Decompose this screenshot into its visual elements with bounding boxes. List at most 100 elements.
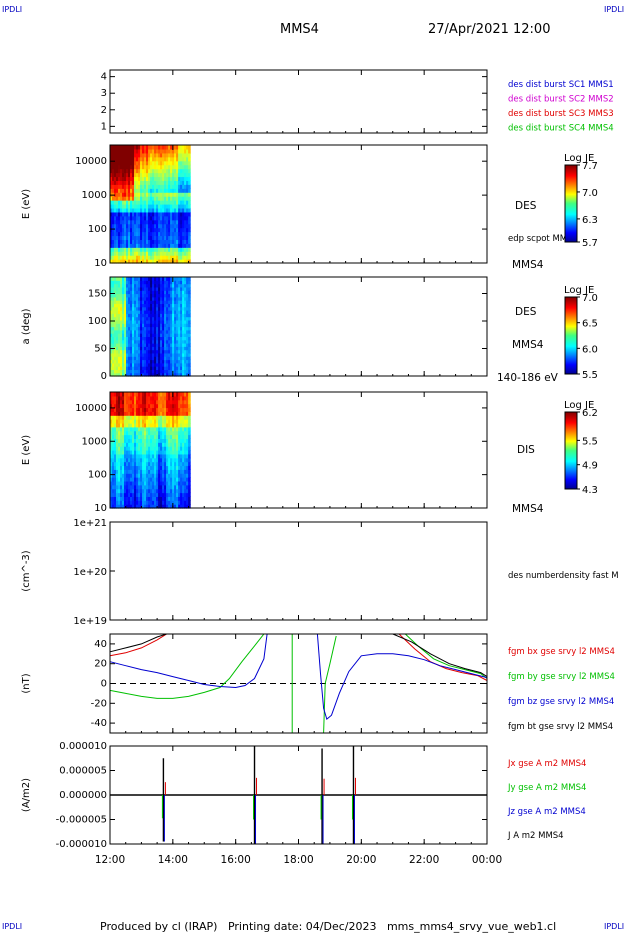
heatmap-cell <box>170 392 173 397</box>
heatmap-cell <box>186 231 189 237</box>
heatmap-cell <box>160 366 163 370</box>
heatmap-cell <box>140 369 143 374</box>
heatmap-cell <box>134 356 137 361</box>
heatmap-cell <box>178 192 181 197</box>
heatmap-cell <box>142 168 145 174</box>
heatmap-cell <box>154 251 157 256</box>
heatmap-cell <box>182 349 185 354</box>
heatmap-cell <box>124 251 127 256</box>
heatmap-cell <box>136 395 139 401</box>
heatmap-cell <box>162 219 165 225</box>
heatmap-cell <box>114 160 117 166</box>
heatmap-cell <box>120 346 123 351</box>
heatmap-cell <box>166 168 169 174</box>
heatmap-cell <box>178 176 181 181</box>
heatmap-cell <box>138 359 141 364</box>
heatmap-cell <box>144 310 147 314</box>
heatmap-cell <box>150 283 153 288</box>
heatmap-cell <box>140 352 143 357</box>
heatmap-cell <box>116 192 119 197</box>
heatmap-cell <box>158 160 161 166</box>
heatmap-cell <box>186 243 189 248</box>
heatmap-cell <box>160 160 163 166</box>
heatmap-cell <box>146 286 149 291</box>
heatmap-cell <box>152 259 155 264</box>
heatmap-cell <box>160 219 163 225</box>
heatmap-cell <box>150 461 153 467</box>
heatmap-cell <box>180 323 183 328</box>
heatmap-cell <box>120 313 123 318</box>
heatmap-cell <box>156 450 159 455</box>
heatmap-cell <box>186 343 189 347</box>
heatmap-cell <box>134 152 137 158</box>
heatmap-cell <box>156 496 159 501</box>
heatmap-cell <box>144 457 147 463</box>
heatmap-cell <box>182 277 185 281</box>
heatmap-cell <box>134 349 137 354</box>
heatmap-cell <box>132 303 135 308</box>
heatmap-cell <box>134 196 137 201</box>
heatmap-cell <box>118 477 121 482</box>
heatmap-cell <box>146 419 149 424</box>
heatmap-cell <box>128 188 131 193</box>
heatmap-cell <box>166 484 169 490</box>
heatmap-cell <box>150 469 153 474</box>
heatmap-cell <box>128 372 131 377</box>
heatmap-cell <box>142 247 145 252</box>
heatmap-cell <box>122 306 125 311</box>
heatmap-cell <box>158 168 161 174</box>
heatmap-cell <box>116 319 119 324</box>
heatmap-cell <box>168 231 171 237</box>
heatmap-cell <box>166 180 169 185</box>
heatmap-cell <box>136 465 139 470</box>
heatmap-cell <box>176 426 179 432</box>
heatmap-cell <box>180 277 183 281</box>
heatmap-cell <box>178 477 181 482</box>
heatmap-cell <box>182 319 185 324</box>
heatmap-cell <box>184 349 187 354</box>
heatmap-cell <box>152 473 155 478</box>
heatmap-cell <box>188 215 191 221</box>
heatmap-cell <box>112 438 115 443</box>
heatmap-cell <box>144 403 147 409</box>
heatmap-cell <box>158 188 161 193</box>
heatmap-cell <box>184 496 187 501</box>
heatmap-cell <box>184 419 187 424</box>
heatmap-cell <box>166 457 169 463</box>
heatmap-cell <box>178 356 181 361</box>
series-line-2 <box>109 633 265 699</box>
heatmap-cell <box>136 356 139 361</box>
heatmap-cell <box>148 419 151 424</box>
heatmap-cell <box>178 395 181 401</box>
heatmap-cell <box>152 160 155 166</box>
heatmap-cell <box>188 306 191 311</box>
heatmap-cell <box>176 339 179 344</box>
heatmap-cell <box>128 349 131 354</box>
legend-spacecraft-1: des dist burst SC1 MMS1 <box>508 80 614 90</box>
heatmap-cell <box>158 339 161 344</box>
heatmap-cell <box>174 283 177 288</box>
heatmap-cell <box>180 473 183 478</box>
heatmap-cell <box>180 339 183 344</box>
heatmap-cell <box>122 145 125 150</box>
heatmap-cell <box>170 204 173 209</box>
heatmap-cell <box>122 480 125 486</box>
heatmap-cell <box>156 346 159 351</box>
heatmap-cell <box>180 500 183 505</box>
heatmap-cell <box>136 219 139 225</box>
heatmap-cell <box>188 477 191 482</box>
heatmap-cell <box>146 176 149 181</box>
heatmap-cell <box>116 231 119 237</box>
heatmap-cell <box>140 152 143 158</box>
heatmap-cell <box>176 313 179 318</box>
heatmap-cell <box>186 419 189 424</box>
heatmap-cell <box>144 290 147 295</box>
heatmap-cell <box>136 204 139 209</box>
heatmap-cell <box>126 329 129 334</box>
heatmap-cell <box>170 310 173 314</box>
heatmap-cell <box>114 450 117 455</box>
heatmap-cell <box>116 211 119 217</box>
heatmap-cell <box>154 296 157 301</box>
heatmap-cell <box>176 200 179 205</box>
heatmap-cell <box>136 200 139 205</box>
